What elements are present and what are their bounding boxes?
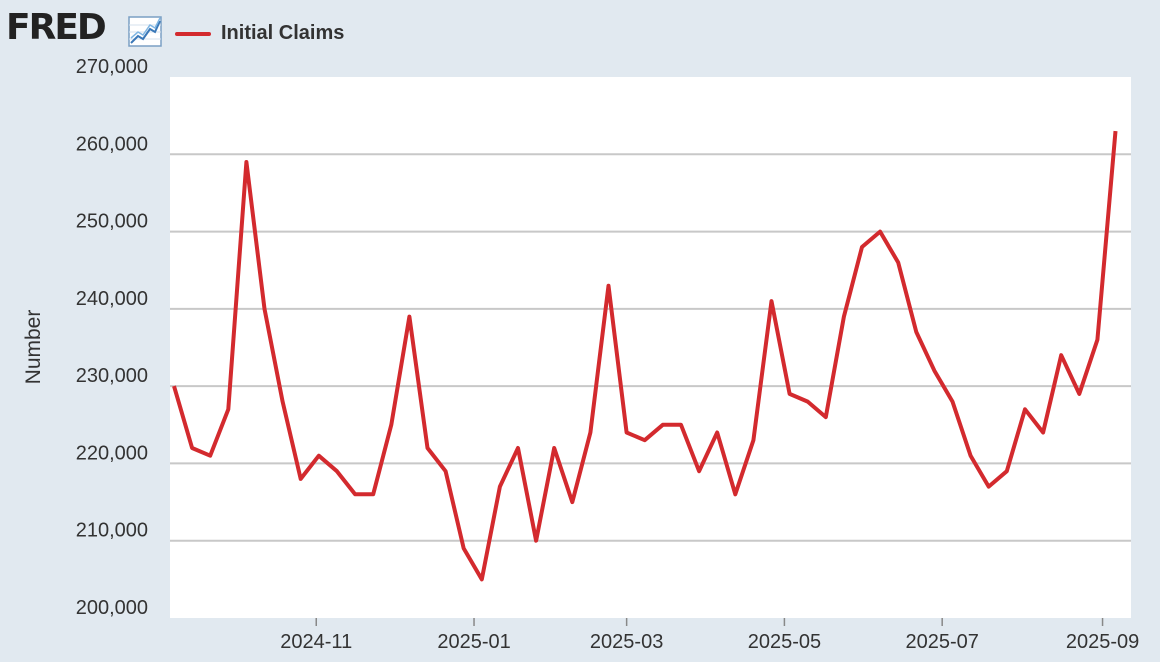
x-tick-label: 2025-09 (1066, 631, 1139, 653)
chart-header: FRED Initial Claims (0, 0, 1160, 60)
y-tick-label: 270,000 (76, 56, 148, 78)
x-tick-label: 2025-01 (437, 631, 510, 653)
legend[interactable]: Initial Claims (175, 22, 344, 45)
x-tick-label: 2025-03 (590, 631, 663, 653)
y-axis-label: Number (22, 310, 45, 385)
y-tick-label: 260,000 (76, 133, 148, 155)
series-group (172, 130, 1118, 582)
y-tick-label: 210,000 (76, 520, 148, 542)
x-tick-label: 2025-05 (748, 631, 821, 653)
y-tick-label: 230,000 (76, 365, 148, 387)
x-tick-label: 2025-07 (905, 631, 978, 653)
legend-label: Initial Claims (221, 22, 345, 44)
y-tick-label: 220,000 (76, 442, 148, 464)
y-tick-label: 200,000 (76, 597, 148, 619)
fred-logo[interactable]: FRED (6, 7, 107, 48)
x-axis-ticks: 2024-11 2025-01 2025-03 2025-05 2025-07 2025-… (280, 618, 1139, 653)
y-tick-label: 240,000 (76, 288, 148, 310)
plot-area (170, 77, 1131, 618)
legend-swatch (175, 31, 211, 36)
x-tick-label: 2024-11 (280, 631, 352, 653)
y-tick-label: 250,000 (76, 211, 148, 233)
line-chart-icon (128, 16, 162, 47)
y-axis-ticks: 200,000 210,000 220,000 230,000 240,000 250,0… (76, 56, 148, 619)
series-line-initial-claims[interactable] (172, 130, 1118, 582)
